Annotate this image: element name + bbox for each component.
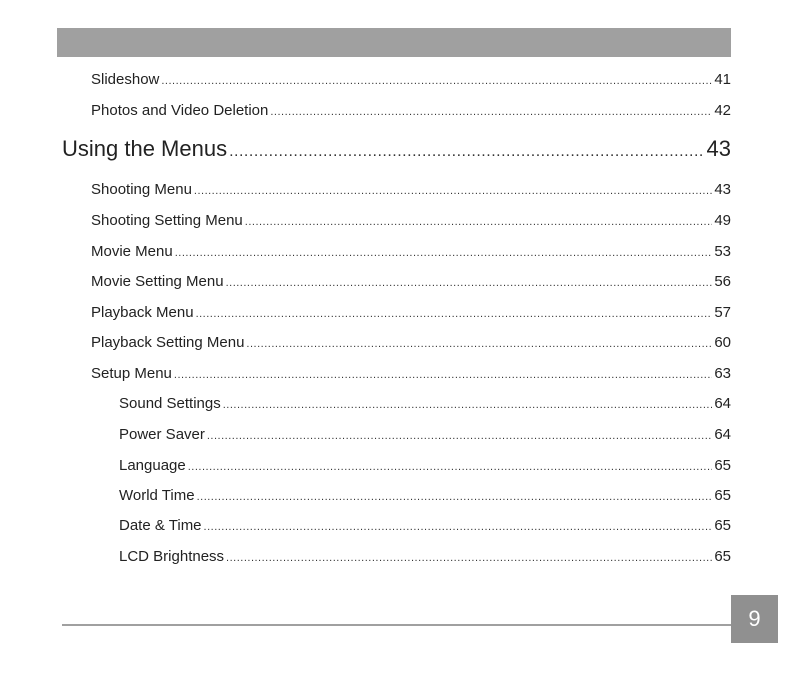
page-number: 9 — [731, 595, 778, 643]
toc-entry-page: 42 — [714, 102, 731, 119]
toc-entry-page: 43 — [706, 136, 731, 161]
toc-entry[interactable]: Power Saver 64 — [119, 425, 731, 445]
toc-entry[interactable]: Shooting Menu 43 — [91, 180, 731, 200]
dot-leader — [246, 334, 712, 354]
dot-leader — [161, 71, 712, 91]
toc-entry-page: 63 — [714, 365, 731, 382]
toc-entry-title: Shooting Menu — [91, 181, 192, 198]
dot-leader — [204, 517, 713, 537]
dot-leader — [226, 548, 712, 568]
dot-leader — [175, 243, 713, 263]
toc-entry-page: 64 — [714, 426, 731, 443]
toc-entry-title: Shooting Setting Menu — [91, 212, 243, 229]
dot-leader — [194, 181, 712, 201]
toc-entry[interactable]: Playback Menu 57 — [91, 303, 731, 323]
toc-entry-page: 53 — [714, 243, 731, 260]
toc-entry-page: 65 — [714, 548, 731, 565]
dot-leader — [174, 365, 712, 385]
toc-entry-page: 49 — [714, 212, 731, 229]
toc-entry-title: Slideshow — [91, 71, 160, 88]
toc-entry[interactable]: Movie Setting Menu 56 — [91, 272, 731, 292]
toc-entry-page: 65 — [714, 457, 731, 474]
toc-entry[interactable]: Setup Menu 63 — [91, 364, 731, 384]
dot-leader — [207, 426, 712, 446]
toc-entry[interactable]: Photos and Video Deletion 42 — [91, 101, 731, 121]
toc-entry-title: Sound Settings — [119, 395, 221, 412]
toc-entry[interactable]: Sound Settings 64 — [119, 394, 731, 414]
toc-entry[interactable]: Date & Time 65 — [119, 516, 731, 536]
toc-entry-title: Setup Menu — [91, 365, 172, 382]
toc-entry-title: Movie Setting Menu — [91, 273, 224, 290]
toc-entry-title: Date & Time — [119, 517, 202, 534]
toc-entry-page: 57 — [714, 304, 731, 321]
toc-section-heading[interactable]: Using the Menus 43 — [62, 135, 731, 163]
toc-entry-page: 65 — [714, 487, 731, 504]
dot-leader — [197, 487, 713, 507]
dot-leader — [223, 395, 713, 415]
toc-entry-page: 65 — [714, 517, 731, 534]
dot-leader — [196, 304, 713, 324]
toc-entry-title: Movie Menu — [91, 243, 173, 260]
toc-entry[interactable]: Slideshow 41 — [91, 70, 731, 90]
toc-entry-title: Playback Setting Menu — [91, 334, 245, 351]
footer-divider — [62, 624, 731, 626]
toc-entry-title: Power Saver — [119, 426, 205, 443]
toc-entry-page: 41 — [714, 71, 731, 88]
toc-entry-title: Language — [119, 457, 186, 474]
toc-entry[interactable]: Shooting Setting Menu 49 — [91, 211, 731, 231]
toc-entry-title: Photos and Video Deletion — [91, 102, 269, 119]
toc-entry-page: 43 — [714, 181, 731, 198]
dot-leader — [226, 273, 713, 293]
toc-entry-title: LCD Brightness — [119, 548, 225, 565]
toc-entry-page: 56 — [714, 273, 731, 290]
toc-entry-page: 60 — [714, 334, 731, 351]
toc-entry-title: World Time — [119, 487, 195, 504]
dot-leader — [229, 138, 704, 166]
toc-entry[interactable]: Language 65 — [119, 456, 731, 476]
toc-entry[interactable]: World Time 65 — [119, 486, 731, 506]
dot-leader — [188, 457, 713, 477]
toc-entry[interactable]: LCD Brightness 65 — [119, 547, 731, 567]
toc-entry-page: 64 — [714, 395, 731, 412]
toc-entry-title: Playback Menu — [91, 304, 194, 321]
toc-entry[interactable]: Movie Menu 53 — [91, 242, 731, 262]
dot-leader — [245, 212, 713, 232]
dot-leader — [270, 102, 712, 122]
toc-entry[interactable]: Playback Setting Menu 60 — [91, 333, 731, 353]
toc-entry-title: Using the Menus — [62, 136, 228, 161]
header-bar — [57, 28, 731, 57]
